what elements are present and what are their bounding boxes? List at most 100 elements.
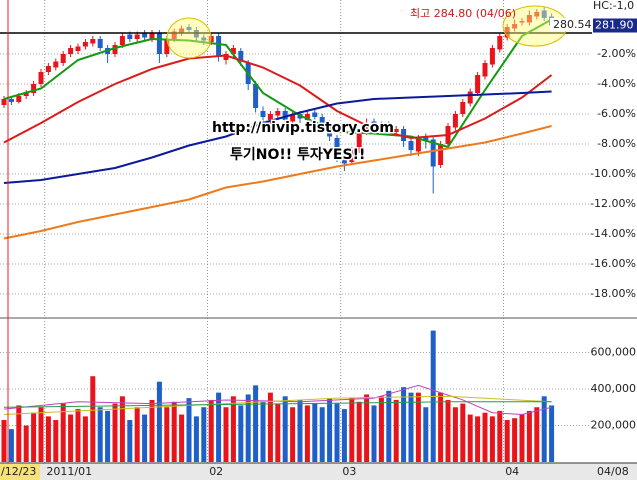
x-tick-label: 04 [505,465,519,478]
candle-body [1,99,7,105]
x-start-label: /12/23 [1,465,36,478]
volume-bar [341,409,347,462]
moving-average [3,90,552,184]
volume-bar [364,394,370,462]
volume-bar [216,392,222,462]
volume-bar [423,407,429,462]
candle-body [282,111,288,120]
candle-body [452,114,458,128]
candle-body [312,112,318,117]
candle-body [341,156,347,164]
volume-bar [438,392,444,462]
candle-body [364,123,370,132]
candle-body [349,150,355,162]
volume-bar [1,420,7,462]
moving-average [3,395,552,416]
volume-bar [260,401,266,462]
volume-bar [349,398,355,462]
candle-body [134,34,140,39]
volume-bar [53,420,59,462]
volume-bar [82,416,88,462]
volume-bar [267,392,273,462]
candle-body [112,45,118,54]
candle-body [216,36,222,57]
volume-bar [408,392,414,462]
candle-body [497,36,503,50]
volume-bar [127,420,133,462]
volume-bar [475,416,481,462]
volume-bar [68,414,74,462]
volume-bar [23,425,29,462]
moving-average [3,401,552,408]
y-tick-label: -12.00% [590,197,636,210]
volume-bar [238,405,244,462]
volume-bar [16,405,22,462]
volume-bar [327,398,333,462]
watermark-slogan: 투기NO!! 투자YES!! [230,147,365,163]
y-tick-label: 200,000 [591,418,637,431]
volume-bar [201,407,207,462]
volume-bar [186,398,192,462]
candle-body [127,34,133,39]
candle-body [534,12,540,17]
y-tick-label: -10.00% [590,167,636,180]
volume-bar [38,407,44,462]
candle-body [8,99,14,102]
candle-body [290,114,296,122]
volume-bar [401,387,407,462]
candle-body [119,36,125,45]
volume-bar [245,394,251,462]
volume-bar [512,418,518,462]
volume-bar [312,403,318,462]
candle-body [393,129,399,132]
volume-bar [8,429,14,462]
volume-bar [105,410,111,462]
y-tick-label: 400,000 [591,382,637,395]
candle-body [97,39,103,48]
volume-bar [371,405,377,462]
volume-bar [223,407,229,462]
candle-body [45,66,51,72]
candle-body [186,27,192,30]
volume-bar [504,420,510,462]
volume-bar [386,390,392,462]
candle-body [238,51,244,62]
candle-body [408,141,414,150]
corner-label: HC:-1,0 [593,0,634,12]
volume-bar [193,416,199,462]
volume-bar [179,414,185,462]
volume-bar [497,410,503,462]
candle-body [378,126,384,128]
lines-layer [0,18,592,416]
overlay-layer: http://nivip.tistory.com 투기NO!! 투자YES!! … [46,18,637,478]
candle-body [526,15,532,23]
volume-bar [290,407,296,462]
candle-body [201,37,207,41]
candle-body [460,102,466,114]
candle-body [16,96,22,102]
y-tick-label: 600,000 [591,345,637,358]
volume-bar [549,405,555,462]
moving-average [3,125,552,240]
volume-bar [275,403,281,462]
candle-body [171,31,177,39]
start-date-box [0,464,40,480]
candle-body [423,136,429,141]
y-tick-label: -14.00% [590,227,636,240]
volume-bar [467,414,473,462]
candle-body [482,63,488,77]
x-tick-label: 2011/01 [46,465,92,478]
y-tick-label: -18.00% [590,287,636,300]
volume-bar [171,401,177,462]
last-price-box [593,18,637,33]
candle-body [541,10,547,18]
reference-label: 280.54 [553,18,592,31]
x-end-label: 04/08 [597,465,629,478]
candle-body [275,111,281,116]
volume-bar [356,401,362,462]
volume-bar [541,396,547,462]
candle-body [489,48,495,65]
volume-bar [253,385,259,462]
volume-bar [460,403,466,462]
